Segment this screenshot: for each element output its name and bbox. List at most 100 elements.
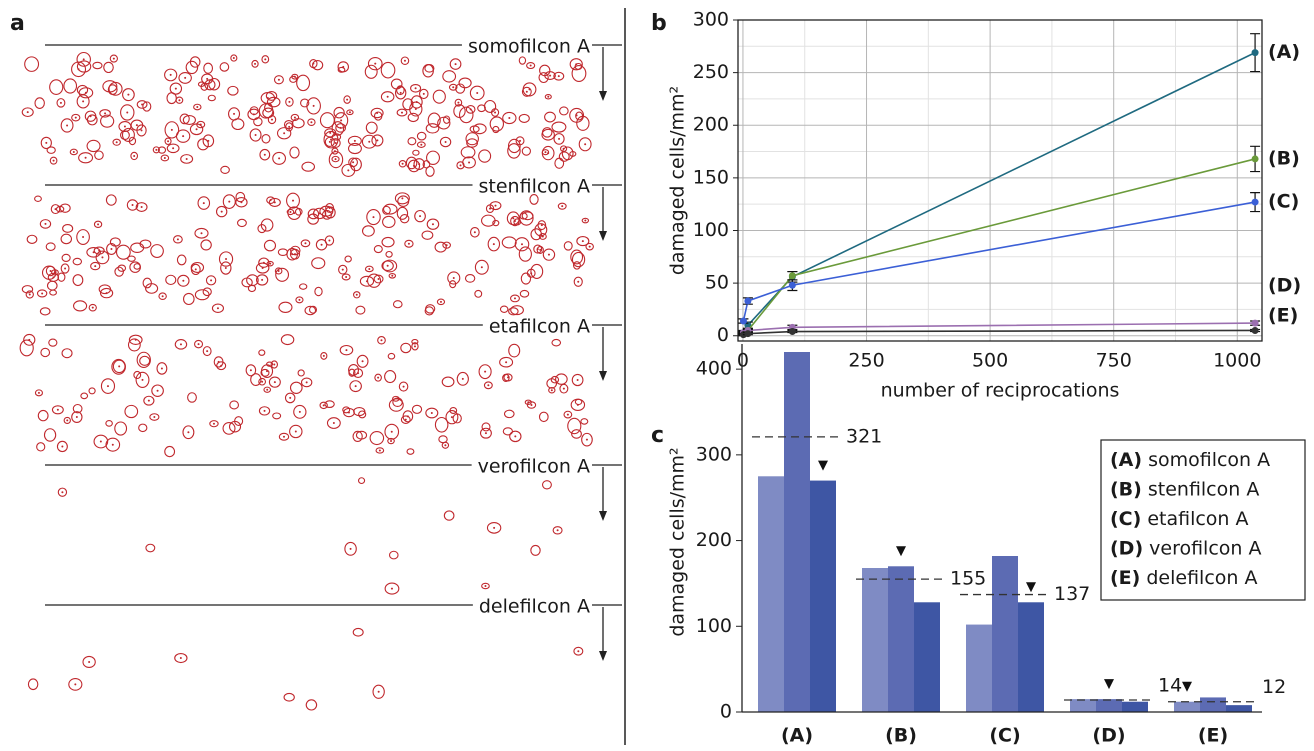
cell: [76, 60, 92, 73]
nucleus: [390, 587, 393, 590]
cell: [266, 260, 274, 267]
cell: [34, 195, 42, 202]
nucleus: [577, 280, 580, 283]
cell: [80, 392, 89, 400]
nucleus: [529, 64, 532, 67]
cell: [510, 294, 520, 303]
nucleus: [273, 363, 276, 366]
cell: [205, 275, 217, 286]
nucleus: [328, 239, 331, 242]
plot-frame: [737, 19, 1263, 342]
cell: [258, 349, 266, 356]
legend-label: stenfilcon A: [1148, 478, 1259, 500]
cell: [272, 151, 287, 165]
nucleus: [368, 140, 371, 143]
cell: [283, 119, 294, 130]
cell: [108, 81, 123, 96]
nucleus: [422, 92, 425, 95]
cell: [502, 111, 517, 125]
nucleus: [52, 159, 55, 162]
cell: [474, 259, 489, 275]
cell: [550, 375, 560, 384]
cell: [396, 206, 409, 220]
point: [788, 328, 796, 336]
cell: [165, 274, 177, 286]
cell: [481, 214, 496, 227]
nucleus: [224, 267, 227, 270]
bar: [1226, 705, 1252, 712]
nucleus: [406, 415, 409, 418]
cell: [477, 104, 486, 113]
cell: [314, 286, 323, 297]
nucleus: [402, 385, 405, 388]
nucleus: [269, 262, 272, 265]
cell: [268, 197, 281, 207]
cell: [202, 134, 215, 148]
cell: [61, 348, 73, 359]
cell: [342, 406, 351, 414]
cell: [521, 86, 532, 97]
cell: [344, 541, 357, 556]
cell: [262, 107, 275, 119]
series-label: (C): [1268, 191, 1299, 213]
cell: [164, 445, 176, 458]
series-line: [743, 329, 1256, 336]
cell: [286, 208, 295, 216]
cell: [263, 386, 272, 393]
nucleus: [74, 683, 77, 686]
nucleus: [386, 95, 389, 98]
cell: [202, 287, 212, 297]
cell: [538, 411, 549, 423]
legend-label: verofilcon A: [1149, 537, 1261, 559]
cell: [57, 272, 66, 282]
strip-label: somofilcon A: [468, 36, 590, 58]
y-tick-label: 100: [696, 615, 732, 637]
cell: [330, 138, 341, 148]
cell: [127, 255, 136, 262]
nucleus: [112, 57, 115, 60]
cell: [169, 82, 183, 95]
cell: [135, 371, 150, 389]
nucleus: [216, 307, 219, 310]
nucleus: [328, 206, 331, 209]
legend-key: (A): [1110, 449, 1142, 471]
nucleus: [54, 208, 57, 211]
nucleus: [459, 164, 462, 167]
nucleus: [84, 91, 87, 94]
point: [1251, 155, 1259, 163]
cell: [128, 334, 143, 345]
point: [739, 317, 747, 325]
cell: [172, 235, 183, 244]
cell: [347, 135, 362, 147]
nucleus: [131, 204, 134, 207]
cell: [39, 219, 52, 229]
cell: [365, 121, 378, 134]
cell: [442, 70, 457, 83]
cell: [301, 161, 316, 172]
x-tick-label: 1000: [1213, 350, 1261, 372]
nucleus: [225, 258, 228, 261]
cell: [573, 276, 583, 287]
cell: [274, 267, 283, 275]
cell: [71, 411, 83, 424]
cell: [341, 273, 351, 281]
nucleus: [240, 201, 243, 204]
cell: [572, 261, 581, 270]
nucleus: [349, 547, 352, 550]
cell: [194, 339, 204, 349]
cell: [337, 61, 350, 73]
nucleus: [566, 413, 569, 416]
cell: [382, 215, 396, 229]
cell: [136, 351, 151, 368]
nucleus: [557, 75, 560, 78]
panel-letter: c: [651, 423, 664, 448]
arrow-head: [599, 511, 607, 521]
cell: [151, 384, 164, 398]
nucleus: [494, 111, 497, 114]
cell: [78, 152, 94, 164]
nucleus: [160, 367, 163, 370]
nucleus: [82, 236, 85, 239]
cell: [235, 196, 248, 208]
cell: [175, 96, 184, 104]
cell: [76, 229, 90, 245]
